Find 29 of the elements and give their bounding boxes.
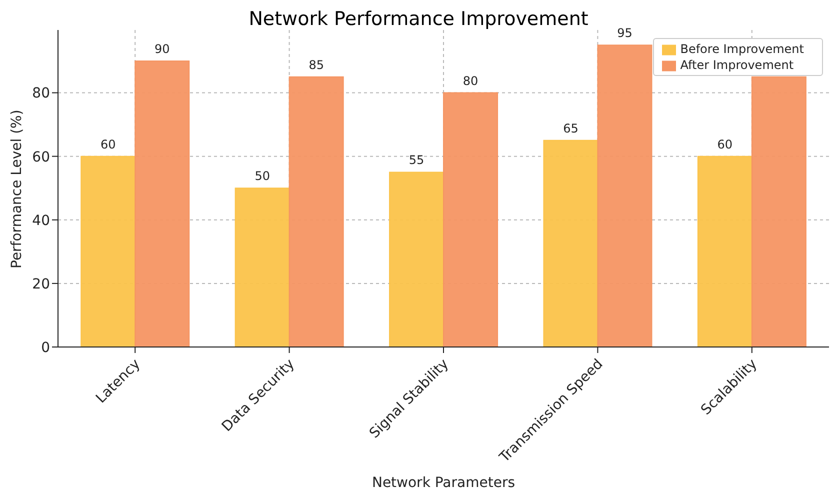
- bar: [234, 188, 290, 347]
- chart-title: Network Performance Improvement: [248, 8, 588, 30]
- data-label: 50: [254, 169, 270, 184]
- bar: [288, 76, 344, 347]
- y-tick-label: 0: [41, 340, 50, 356]
- data-label: 95: [617, 26, 632, 40]
- bar: [597, 44, 652, 347]
- data-label: 55: [408, 153, 424, 168]
- bar: [134, 60, 190, 347]
- data-label: 85: [308, 58, 324, 72]
- y-axis-title: Performance Level (%): [8, 110, 25, 268]
- bar: [543, 140, 598, 347]
- legend-label: After Improvement: [680, 58, 794, 72]
- bar: [697, 156, 752, 347]
- y-tick-label: 60: [32, 149, 50, 166]
- legend-label: Before Improvement: [680, 42, 804, 56]
- y-tick-label: 20: [32, 276, 50, 292]
- data-label: 60: [717, 137, 733, 152]
- bar: [80, 156, 136, 347]
- bar: [751, 76, 806, 347]
- data-label: 60: [100, 137, 116, 152]
- data-label: 65: [563, 121, 578, 136]
- x-axis-title: Network Parameters: [372, 475, 516, 491]
- bar: [443, 92, 498, 347]
- y-tick-label: 40: [32, 212, 50, 229]
- data-label: 80: [462, 74, 478, 88]
- data-label: 90: [154, 42, 170, 56]
- bar: [389, 172, 444, 347]
- y-tick-label: 80: [32, 86, 50, 102]
